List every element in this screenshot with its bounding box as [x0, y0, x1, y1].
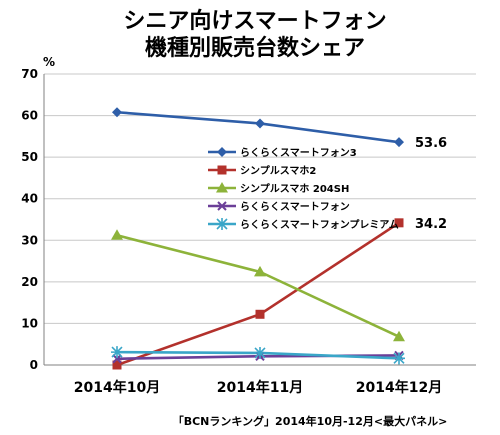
y-axis-unit: %: [43, 55, 55, 69]
point-marker: [112, 107, 122, 118]
point-marker: [393, 352, 405, 365]
data-label: 53.6: [415, 136, 447, 151]
y-tick-label: 50: [21, 150, 38, 164]
point-marker: [216, 218, 228, 230]
chart-title-line1: シニア向けスマートフォン: [123, 8, 386, 34]
y-tick-label: 30: [21, 233, 38, 247]
legend: らくらくスマートフォン3 シンプルスマホ2 シンプルスマホ 204SH らくらくスマー…: [208, 147, 399, 231]
point-marker: [255, 309, 265, 319]
point-marker: [112, 360, 122, 370]
x-tick-labels: 2014年10月 2014年11月 2014年12月: [74, 379, 442, 396]
point-marker: [111, 229, 123, 240]
legend-label: らくらくスマートフォン: [240, 201, 350, 213]
point-marker: [254, 265, 266, 277]
point-marker: [217, 165, 227, 175]
gridlines: [44, 73, 476, 324]
y-tick-label: 0: [30, 358, 38, 372]
source-note: 「BCNランキング」2014年10月-12月<最大パネル>: [173, 414, 448, 428]
series-markers: [111, 107, 405, 370]
x-tick-label: 2014年12月: [356, 379, 442, 396]
y-tick-label: 10: [21, 316, 38, 330]
point-marker: [217, 147, 227, 157]
legend-label: シンプルスマホ 204SH: [240, 182, 349, 195]
point-marker: [393, 330, 405, 342]
data-labels: 53.6 34.2: [415, 136, 447, 232]
point-marker: [217, 201, 227, 211]
point-marker: [255, 118, 265, 129]
legend-label: らくらくスマートフォンプレミアム: [240, 218, 399, 231]
point-marker: [394, 137, 404, 148]
legend-label: シンプルスマホ2: [240, 164, 316, 177]
y-tick-label: 40: [21, 192, 38, 206]
series-line-2: [116, 221, 400, 367]
point-marker: [111, 346, 123, 359]
data-label: 34.2: [415, 217, 447, 232]
x-tick-label: 2014年10月: [74, 379, 160, 396]
point-marker: [112, 354, 122, 364]
x-tick-label: 2014年11月: [217, 379, 303, 396]
series-line-1: [116, 110, 400, 144]
chart-title-line2: 機種別販売台数シェア: [145, 35, 365, 61]
y-tick-label: 20: [21, 275, 38, 289]
y-tick-label: 60: [21, 109, 38, 123]
legend-label: らくらくスマートフォン3: [240, 147, 357, 159]
y-tick-label: 70: [21, 67, 38, 81]
point-marker: [254, 346, 266, 359]
point-marker: [394, 218, 404, 228]
y-tick-labels: 0 10 20 30 40 50 60 70: [21, 67, 38, 372]
point-marker: [216, 182, 228, 193]
